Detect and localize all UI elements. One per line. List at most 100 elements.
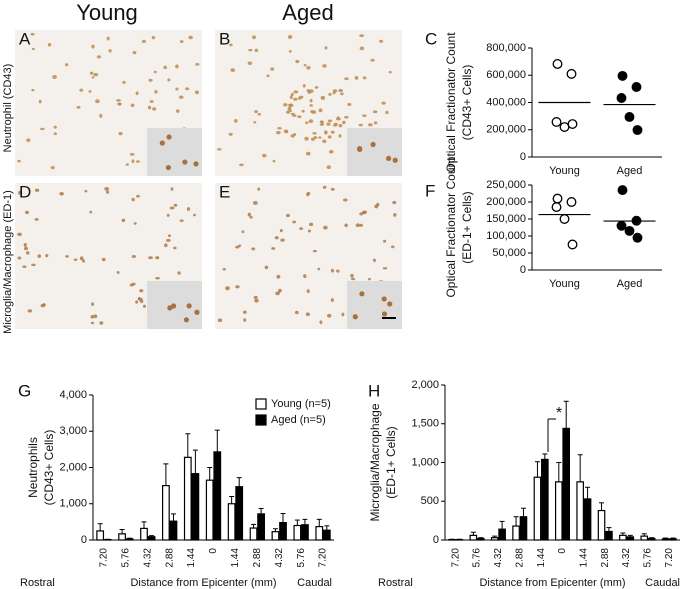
cell-dot (328, 149, 334, 154)
cell-dot (330, 298, 334, 302)
cell-dot (238, 244, 242, 247)
cell-dot (186, 207, 191, 211)
panel-letter: B (219, 29, 230, 48)
y-tick-label: 800,000 (486, 42, 526, 54)
x-tick-label: Young (549, 165, 580, 177)
y-tick-label: 50,000 (492, 247, 526, 259)
cell-dot (341, 312, 345, 317)
y-tick-label: 0 (520, 264, 526, 276)
cell-dot (288, 103, 293, 107)
x-end-label: Caudal (297, 577, 332, 589)
cell-dot (37, 254, 42, 258)
cell-dot (322, 185, 327, 189)
cell-dot (305, 121, 309, 125)
cell-dot (194, 90, 199, 95)
cell-dot (343, 198, 348, 202)
cell-dot (248, 48, 253, 52)
cell-dot (322, 64, 327, 68)
y-tick-label: 100,000 (486, 230, 526, 242)
bar (597, 509, 606, 541)
cell-dot (131, 197, 135, 202)
cell-dot (309, 222, 314, 227)
y-tick-label: 200,000 (486, 124, 526, 136)
cell-dot (53, 125, 57, 129)
cell-dot (332, 124, 338, 127)
cell-dot (326, 313, 332, 318)
cell-dot (34, 188, 40, 192)
cell-dot (90, 321, 95, 325)
bar (512, 525, 520, 541)
cell-dot (195, 63, 200, 66)
cell-dot (253, 200, 258, 205)
cell-dot (372, 258, 376, 262)
cell-dot (336, 269, 340, 273)
point (631, 215, 642, 226)
cell-dot (229, 43, 233, 47)
cell-dot (225, 286, 230, 291)
cell-dot (27, 309, 33, 313)
cell-dot (137, 296, 141, 301)
cell-dot (350, 273, 354, 278)
panel-letter: C (425, 29, 437, 48)
bar (147, 536, 156, 541)
x-tick-label: 2.88 (600, 548, 611, 568)
cell-dot (185, 87, 190, 91)
cell-dot (291, 114, 297, 117)
point (552, 193, 563, 204)
x-tick-label: 7.20 (99, 548, 110, 568)
x-tick-label: 0 (208, 548, 219, 554)
point (566, 197, 577, 207)
cell-dot (25, 210, 29, 215)
bar (469, 534, 478, 541)
x-axis-label: Distance from Epicenter (mm) (130, 577, 276, 589)
cell-dot (31, 88, 35, 92)
cell-dot (392, 157, 398, 163)
cell-dot (275, 131, 281, 135)
y-tick-label: 600,000 (486, 69, 526, 81)
cell-dot (18, 190, 23, 195)
cell-dot (312, 249, 317, 253)
cell-dot (131, 255, 136, 258)
cell-dot (82, 259, 86, 263)
x-tick-label: 4.32 (274, 548, 285, 568)
cell-dot (372, 110, 378, 114)
cell-dot (253, 295, 258, 299)
cell-dot (153, 70, 157, 74)
cell-dot (328, 92, 332, 96)
cell-dot (79, 88, 84, 92)
cell-dot (314, 86, 319, 89)
x-tick-label: 1.44 (579, 548, 590, 568)
cell-dot (358, 123, 363, 127)
cell-dot (239, 163, 244, 167)
cell-dot (327, 119, 333, 123)
y-axis-label: Optical Fractionator Count (444, 157, 458, 298)
y-axis-label: (CD43+ Cells) (460, 65, 474, 141)
cell-dot (182, 159, 188, 165)
cell-dot (382, 239, 387, 243)
cell-dot (324, 131, 328, 135)
cell-dot (277, 126, 282, 130)
y-axis-label: Microglia/Macrophage (368, 403, 382, 521)
cell-dot (385, 110, 389, 115)
point (617, 185, 628, 196)
bar (562, 427, 571, 541)
cell-dot (130, 103, 135, 107)
cell-dot (89, 71, 94, 75)
cell-dot (90, 315, 94, 319)
cell-dot (164, 243, 168, 248)
x-tick-label: 7.20 (664, 548, 675, 568)
cell-dot (179, 40, 184, 44)
cell-dot (136, 160, 140, 163)
cell-dot (45, 254, 49, 258)
cell-dot (336, 116, 340, 120)
cell-dot (79, 256, 84, 261)
cell-dot (84, 189, 88, 193)
bar (169, 520, 178, 541)
cell-dot (276, 274, 281, 279)
bar (118, 533, 126, 541)
column-title: Aged (282, 0, 333, 25)
cell-dot (303, 274, 307, 279)
cell-dot (50, 165, 55, 170)
cell-dot (310, 137, 315, 141)
cell-dot (257, 112, 261, 116)
